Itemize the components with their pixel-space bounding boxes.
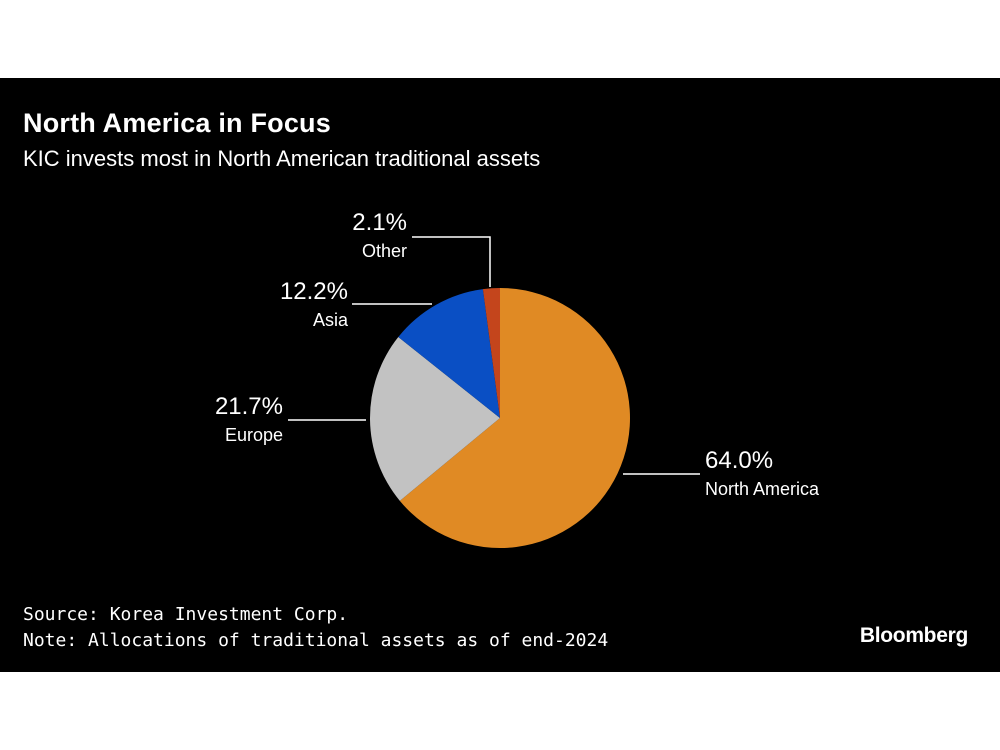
slice-value-other: 2.1%	[352, 209, 407, 236]
bloomberg-logo: Bloomberg	[859, 624, 968, 647]
slice-label-europe: Europe	[225, 425, 283, 445]
pie-slices	[369, 288, 630, 548]
chart-subtitle: KIC invests most in North American tradi…	[23, 146, 541, 171]
pie-slice-other	[482, 288, 500, 418]
pie-slice-europe	[369, 337, 500, 501]
slice-label-asia: Asia	[313, 310, 349, 330]
pie-chart: 64.0% North America 21.7% Europe 12.2% A…	[215, 209, 820, 548]
pie-slice-asia	[398, 289, 500, 418]
pie-annotations: 64.0% North America 21.7% Europe 12.2% A…	[215, 209, 820, 499]
slice-value-europe: 21.7%	[215, 393, 283, 420]
pie-slice-north-america	[399, 288, 630, 548]
chart-title: North America in Focus	[23, 108, 331, 138]
slice-value-north-america: 64.0%	[705, 447, 773, 474]
source-note: Source: Korea Investment Corp.	[23, 604, 349, 625]
leader-line-other	[412, 236, 491, 287]
slice-value-asia: 12.2%	[280, 278, 348, 305]
slice-label-north-america: North America	[705, 479, 820, 499]
slice-label-other: Other	[362, 241, 407, 261]
footnote: Note: Allocations of traditional assets …	[23, 630, 609, 651]
chart-panel: North America in Focus KIC invests most …	[0, 78, 1000, 672]
